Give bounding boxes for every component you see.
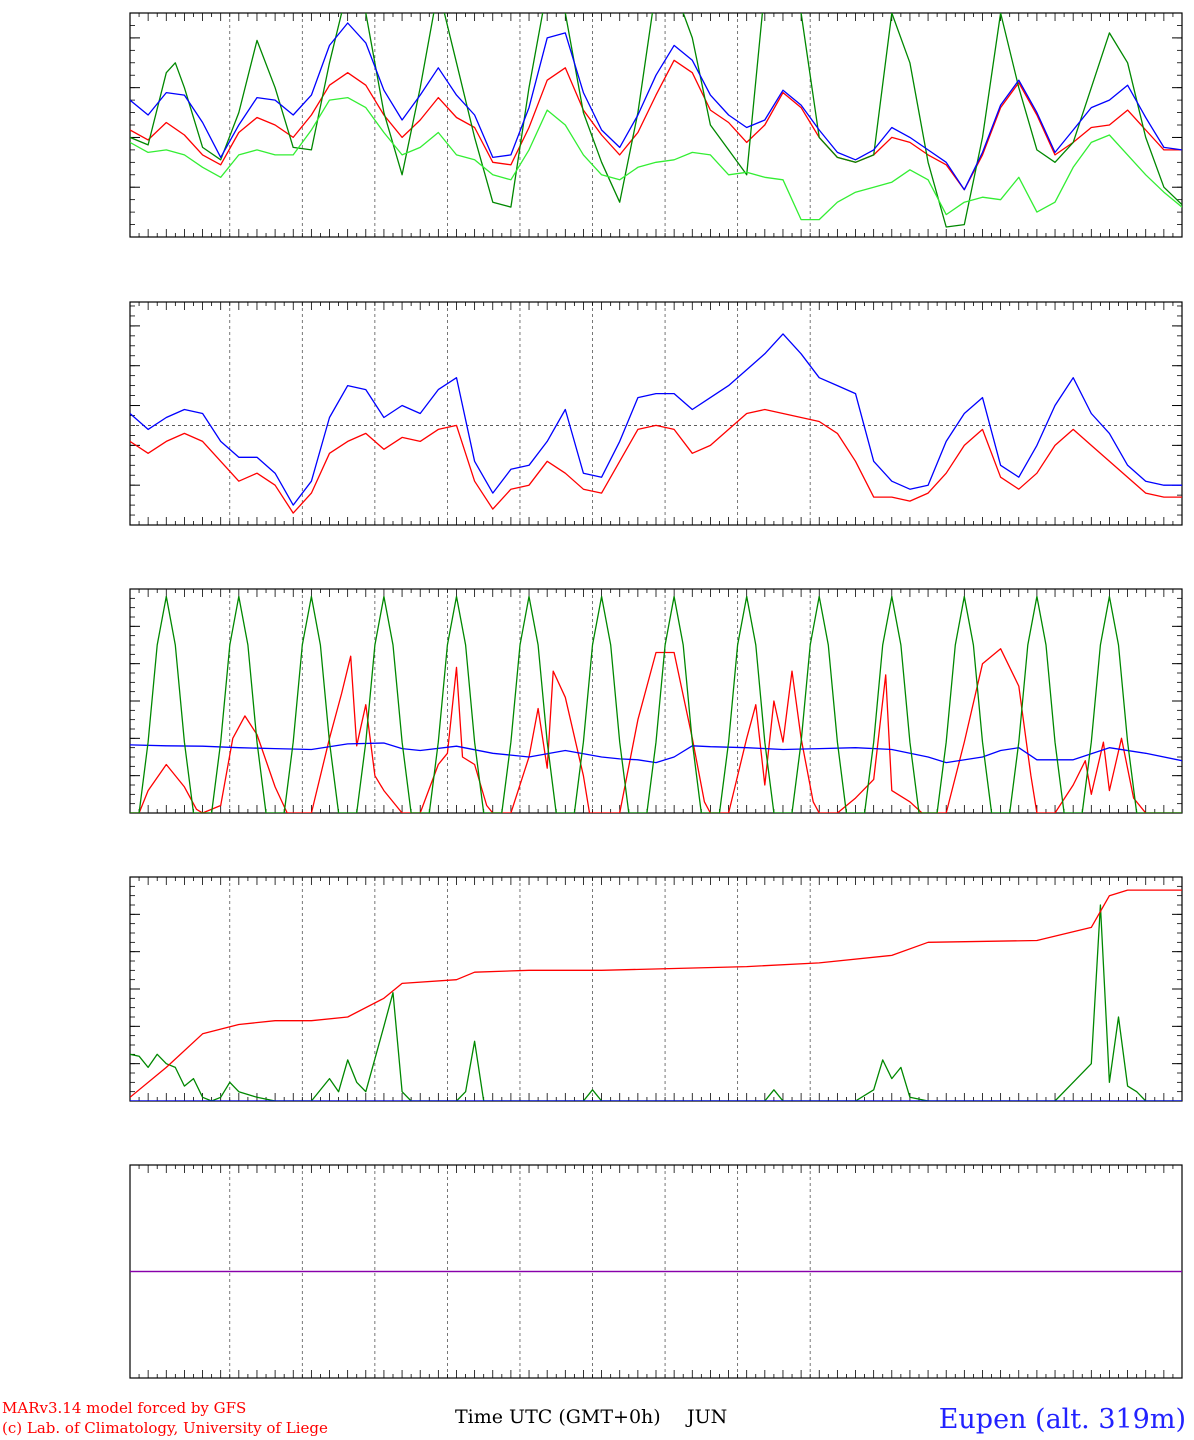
chart-panel-2 (129, 301, 1183, 526)
series-group (130, 333, 1182, 514)
plot-frame (129, 588, 1183, 814)
chart-panel-1 (129, 12, 1183, 238)
station-name: Eupen (alt. 319m) (939, 1404, 1186, 1435)
plot-frame (129, 301, 1183, 526)
x-axis-label: Time UTC (GMT+0h) (455, 1406, 661, 1428)
series-line-dewpoint-temp (130, 96, 1182, 221)
series-line-humidex (130, 22, 1182, 191)
series-line-temperature (130, 59, 1182, 191)
chart-panel-3 (129, 588, 1183, 814)
plot-frame (129, 876, 1183, 1102)
series-group (130, 889, 1182, 1101)
series-group (130, 595, 1182, 813)
month-label: JUN (685, 1406, 727, 1428)
series-group (130, 13, 1182, 228)
series-line-top-of-atmosphere-solar- (130, 595, 1182, 813)
plot-frame (129, 12, 1183, 238)
series-line-total-cumulated-cm- (130, 889, 1182, 1098)
series-line-vigne-temp (130, 13, 1182, 228)
series-line-liquid-precip-mm-h- (130, 904, 1182, 1101)
series-line-solar (130, 648, 1182, 813)
series-line-wind-speed (130, 408, 1182, 514)
series-line-wind-gust (130, 333, 1182, 506)
model-credit: MARv3.14 model forced by GFS (2, 1399, 246, 1417)
lab-credit: (c) Lab. of Climatology, University of L… (2, 1419, 328, 1437)
chart-panel-5 (129, 1164, 1183, 1379)
series-line-infrared (130, 742, 1182, 764)
chart-panel-4 (129, 876, 1183, 1102)
panels (129, 12, 1183, 1379)
